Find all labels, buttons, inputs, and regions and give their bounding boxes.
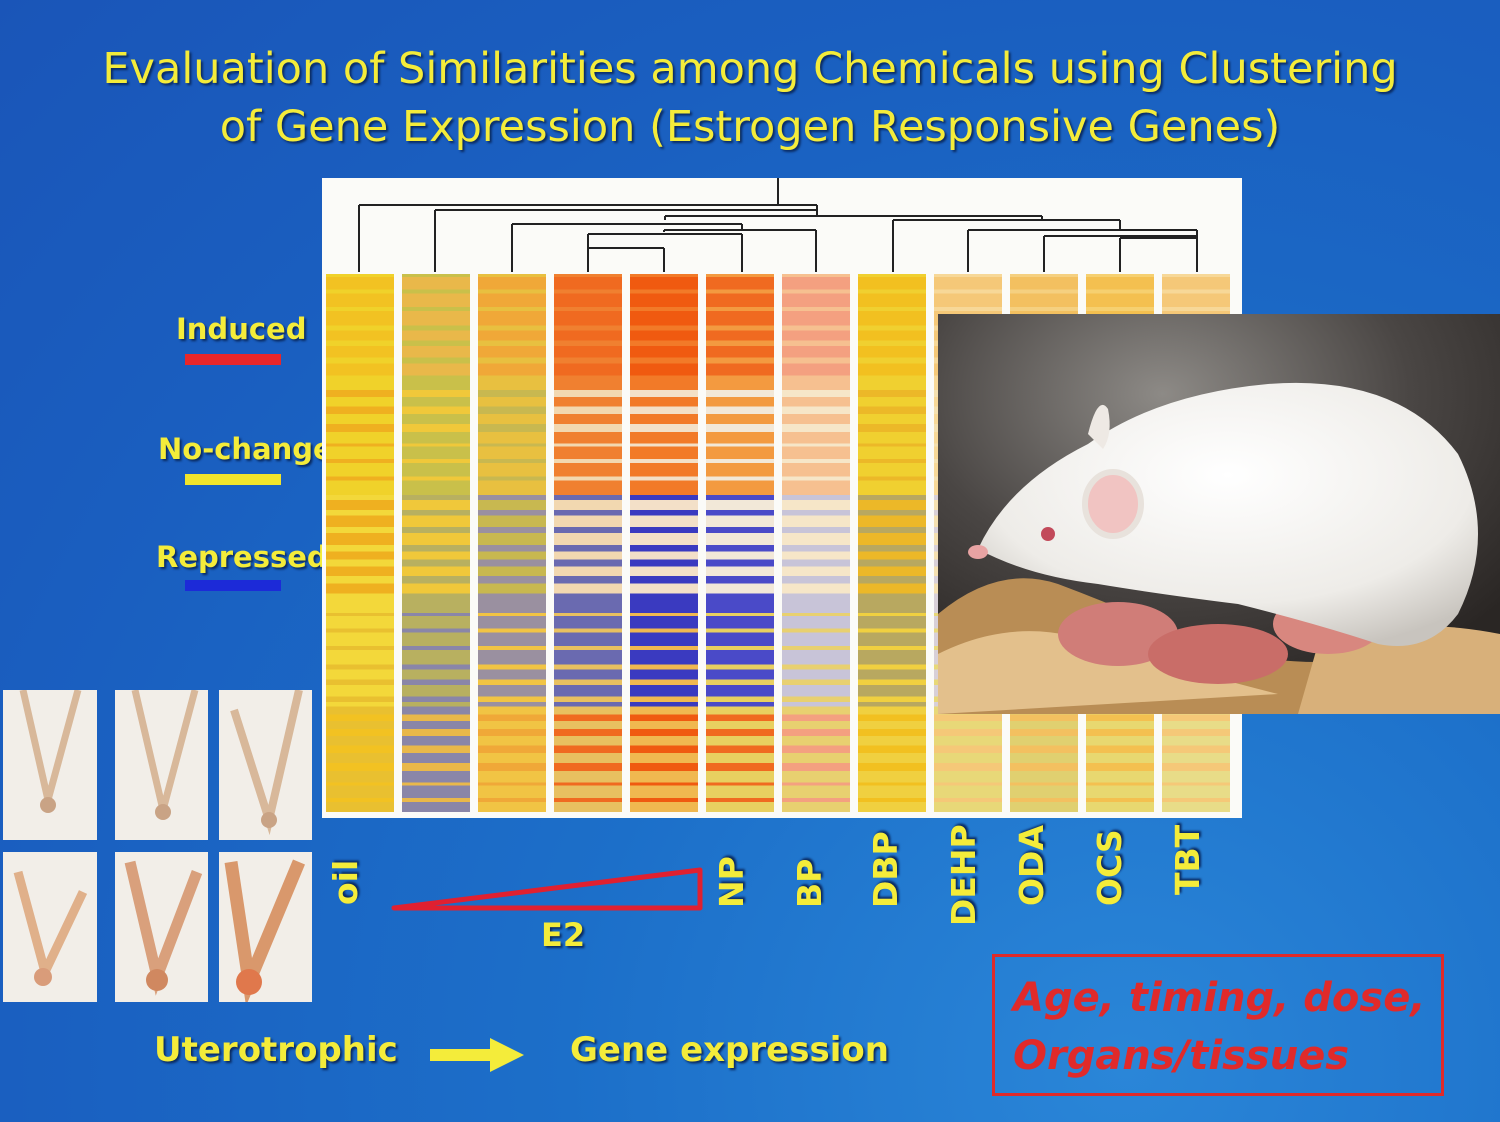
column-label-bp: BP	[790, 858, 829, 908]
uterus-photo	[3, 690, 97, 840]
note-box: Age, timing, dose, Organs/tissues	[992, 954, 1444, 1096]
title-line-2: of Gene Expression (Estrogen Responsive …	[219, 102, 1281, 152]
gene-expression-label: Gene expression	[570, 1030, 889, 1070]
heatmap-column	[858, 274, 926, 812]
uterus-photo	[3, 852, 97, 1002]
title-line-1: Evaluation of Similarities among Chemica…	[102, 44, 1398, 94]
uterus-photo	[115, 690, 208, 840]
column-label-oil: oil	[326, 859, 365, 905]
uterus-photo	[219, 690, 312, 840]
heatmap-column	[402, 274, 470, 812]
column-label-oda: ODA	[1012, 825, 1051, 906]
uterus-photo	[219, 852, 312, 1002]
heatmap-column	[782, 274, 850, 812]
right-arrow-icon	[430, 1038, 524, 1072]
column-label-tbt: TBT	[1168, 824, 1207, 895]
mouse-photo	[938, 314, 1500, 714]
legend-nochange-label: No-change	[158, 432, 333, 466]
legend-nochange-swatch	[185, 474, 281, 485]
legend-repressed-swatch	[185, 580, 281, 591]
heatmap-column	[630, 274, 698, 812]
legend-induced-swatch	[185, 354, 281, 365]
heatmap-column	[478, 274, 546, 812]
uterotrophic-label: Uterotrophic	[154, 1030, 398, 1070]
column-label-dehp: DEHP	[944, 824, 983, 926]
e2-label: E2	[541, 916, 586, 954]
column-label-np: NP	[712, 856, 751, 908]
note-line-1: Age, timing, dose,	[1013, 975, 1426, 1021]
legend-repressed-label: Repressed	[156, 540, 328, 574]
column-label-ocs: OCS	[1090, 829, 1129, 906]
legend-induced-label: Induced	[176, 312, 307, 346]
heatmap-column	[554, 274, 622, 812]
dose-gradient-triangle	[391, 867, 703, 911]
uterus-photo	[115, 852, 208, 1002]
heatmap-column	[706, 274, 774, 812]
column-label-dbp: DBP	[866, 831, 905, 908]
heatmap-column	[326, 274, 394, 812]
dendrogram	[358, 178, 1198, 272]
note-line-2: Organs/tissues	[1013, 1033, 1350, 1079]
slide-title: Evaluation of Similarities among Chemica…	[0, 40, 1500, 156]
